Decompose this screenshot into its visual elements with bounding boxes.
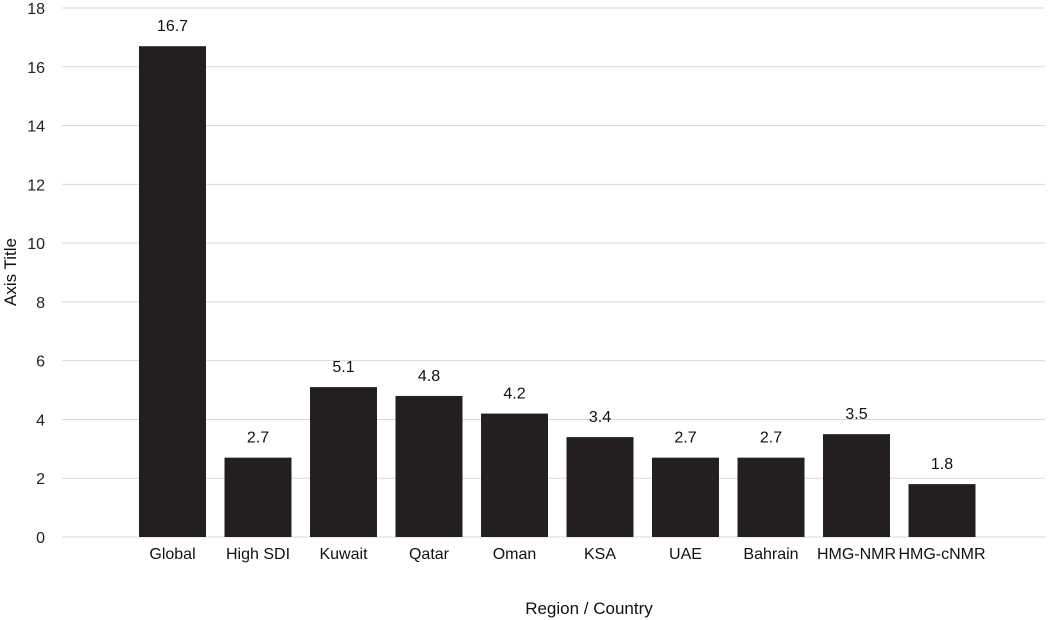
x-category-label: HMG-NMR [817, 546, 896, 563]
x-axis-title: Region / Country [525, 599, 653, 618]
y-tick-label: 10 [27, 236, 45, 253]
y-tick-label: 4 [36, 412, 45, 429]
x-category-label: Bahrain [743, 546, 798, 563]
bar [823, 434, 890, 537]
bar [224, 457, 292, 537]
y-tick-label: 0 [36, 530, 45, 547]
x-axis-categories: Global High SDI Kuwait Qatar Oman KSA UAE Bahra… [149, 546, 985, 563]
y-tick-label: 16 [27, 60, 45, 77]
bar [139, 46, 206, 537]
y-tick-label: 12 [27, 177, 45, 194]
data-label: 2.7 [674, 430, 696, 447]
data-label: 16.7 [157, 18, 188, 35]
y-axis-ticks: 0 2 4 6 8 10 12 14 16 18 [27, 1, 45, 547]
x-category-label: Global [149, 546, 195, 563]
data-label: 3.5 [845, 406, 867, 423]
data-label: 1.8 [931, 456, 953, 473]
y-tick-label: 6 [36, 354, 45, 371]
data-label: 4.2 [503, 386, 525, 403]
bar [310, 387, 377, 537]
y-tick-label: 14 [27, 119, 45, 136]
x-category-label: Kuwait [319, 546, 368, 563]
bar [395, 395, 463, 537]
data-label: 2.7 [247, 430, 269, 447]
x-category-label: UAE [669, 546, 702, 563]
data-label: 4.8 [418, 368, 440, 385]
x-category-label: Oman [493, 546, 537, 563]
data-label: 2.7 [760, 430, 782, 447]
y-tick-label: 2 [36, 471, 45, 488]
bars [139, 46, 976, 537]
bar [652, 457, 719, 537]
bar [481, 413, 548, 537]
data-label: 5.1 [332, 359, 354, 376]
data-label: 3.4 [589, 409, 611, 426]
data-labels: 16.7 2.7 5.1 4.8 4.2 3.4 2.7 2.7 3.5 1.8 [157, 18, 953, 473]
x-category-label: High SDI [226, 546, 290, 563]
x-category-label: HMG-cNMR [898, 546, 985, 563]
x-category-label: KSA [584, 546, 616, 563]
gridlines [62, 7, 1045, 538]
x-category-label: Qatar [409, 546, 450, 563]
bar [566, 437, 634, 537]
y-axis-title: Axis Title [1, 238, 20, 306]
bar [908, 484, 976, 537]
y-tick-label: 18 [27, 1, 45, 18]
bar [737, 457, 805, 537]
y-tick-label: 8 [36, 295, 45, 312]
